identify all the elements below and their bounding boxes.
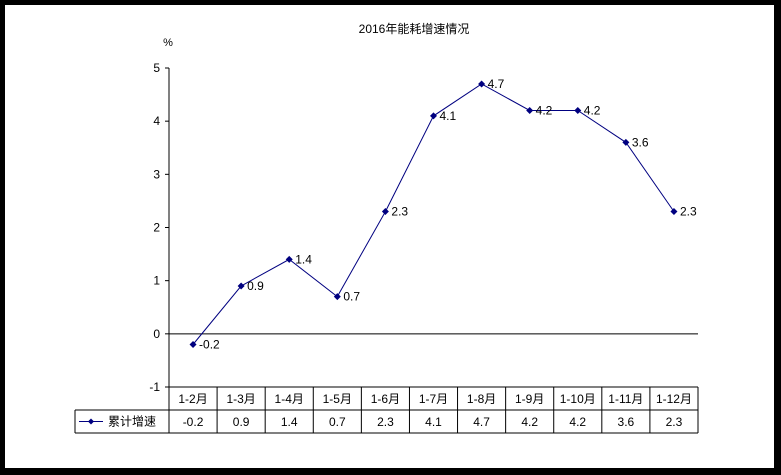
y-axis-unit-label: % bbox=[163, 37, 173, 49]
data-label: 4.2 bbox=[584, 104, 601, 118]
table-value-cell: 3.6 bbox=[618, 415, 635, 429]
line-chart: 2016年能耗增速情况 % 5 4 3 2 1 0 -1 -0.2 0.9 1.4 0.7 2.3 4… bbox=[74, 22, 699, 434]
data-label: -0.2 bbox=[199, 337, 220, 351]
axes bbox=[165, 67, 698, 388]
data-point-marker bbox=[333, 293, 341, 301]
y-tick-labels: 5 4 3 2 1 0 -1 bbox=[149, 61, 160, 394]
table-value-cell: 4.2 bbox=[569, 415, 586, 429]
data-label: 2.3 bbox=[680, 205, 697, 219]
table-value-cell: 1.4 bbox=[281, 415, 298, 429]
series-line bbox=[192, 83, 675, 345]
data-point-marker bbox=[237, 282, 245, 290]
legend-marker-sample bbox=[88, 418, 94, 425]
table-value-cell: 0.7 bbox=[329, 415, 346, 429]
data-label: 4.1 bbox=[440, 109, 457, 123]
data-points bbox=[189, 80, 678, 348]
table-value-cell: 2.3 bbox=[377, 415, 394, 429]
x-category-label: 1-3月 bbox=[226, 392, 255, 406]
x-category-label: 1-6月 bbox=[371, 392, 400, 406]
y-tick-label: 2 bbox=[153, 221, 160, 235]
y-tick-label: 4 bbox=[153, 114, 160, 128]
series-line-path bbox=[192, 83, 675, 345]
data-point-marker bbox=[526, 107, 534, 115]
y-tick-label: 3 bbox=[153, 167, 160, 181]
x-category-label: 1-4月 bbox=[275, 392, 304, 406]
chart-area: 2016年能耗增速情况 % 5 4 3 2 1 0 -1 -0.2 0.9 1.4 0.7 2.3 4… bbox=[5, 5, 774, 468]
data-label: 0.7 bbox=[343, 290, 360, 304]
table-value-cell: 4.7 bbox=[473, 415, 490, 429]
chart-title: 2016年能耗增速情况 bbox=[359, 22, 470, 36]
data-point-marker bbox=[430, 112, 437, 120]
data-label: 2.3 bbox=[391, 205, 408, 219]
x-category-label: 1-5月 bbox=[323, 392, 352, 406]
data-point-marker bbox=[189, 340, 197, 348]
y-tick-label: 1 bbox=[153, 274, 160, 288]
data-point-marker bbox=[574, 107, 582, 115]
legend-series-name: 累计增速 bbox=[108, 415, 156, 429]
data-label: 3.6 bbox=[632, 135, 649, 149]
data-point-marker bbox=[381, 208, 389, 216]
y-tick-label: 5 bbox=[153, 61, 160, 75]
table-value-cell: 2.3 bbox=[666, 415, 683, 429]
data-point-marker bbox=[478, 80, 486, 88]
data-label: 0.9 bbox=[247, 279, 264, 293]
y-tick-label: -1 bbox=[149, 380, 160, 394]
data-labels: -0.2 0.9 1.4 0.7 2.3 4.1 4.7 4.2 4.2 3.6 2.3 bbox=[199, 77, 697, 352]
data-label: 4.7 bbox=[488, 77, 505, 91]
x-category-label: 1-9月 bbox=[515, 392, 544, 406]
data-label: 4.2 bbox=[536, 104, 553, 118]
table-value-cell: -0.2 bbox=[183, 415, 204, 429]
table-value-cell: 4.1 bbox=[425, 415, 442, 429]
x-category-label: 1-7月 bbox=[419, 392, 448, 406]
data-point-marker bbox=[670, 208, 678, 216]
x-category-label: 1-2月 bbox=[178, 392, 207, 406]
x-category-label: 1-8月 bbox=[467, 392, 496, 406]
y-tick-label: 0 bbox=[153, 327, 160, 341]
table-value-cell: 0.9 bbox=[233, 415, 250, 429]
data-label: 1.4 bbox=[295, 252, 312, 266]
data-point-marker bbox=[622, 138, 630, 146]
data-table: 1-2月 -0.2 1-3月 0.9 1-4月 1.4 1-5月 0.7 1-6月 2.3 1-7月… bbox=[74, 386, 699, 434]
x-category-label: 1-12月 bbox=[656, 392, 692, 406]
table-value-cell: 4.2 bbox=[521, 415, 538, 429]
x-category-label: 1-10月 bbox=[560, 392, 596, 406]
data-point-marker bbox=[285, 255, 293, 263]
x-category-label: 1-11月 bbox=[608, 392, 643, 406]
